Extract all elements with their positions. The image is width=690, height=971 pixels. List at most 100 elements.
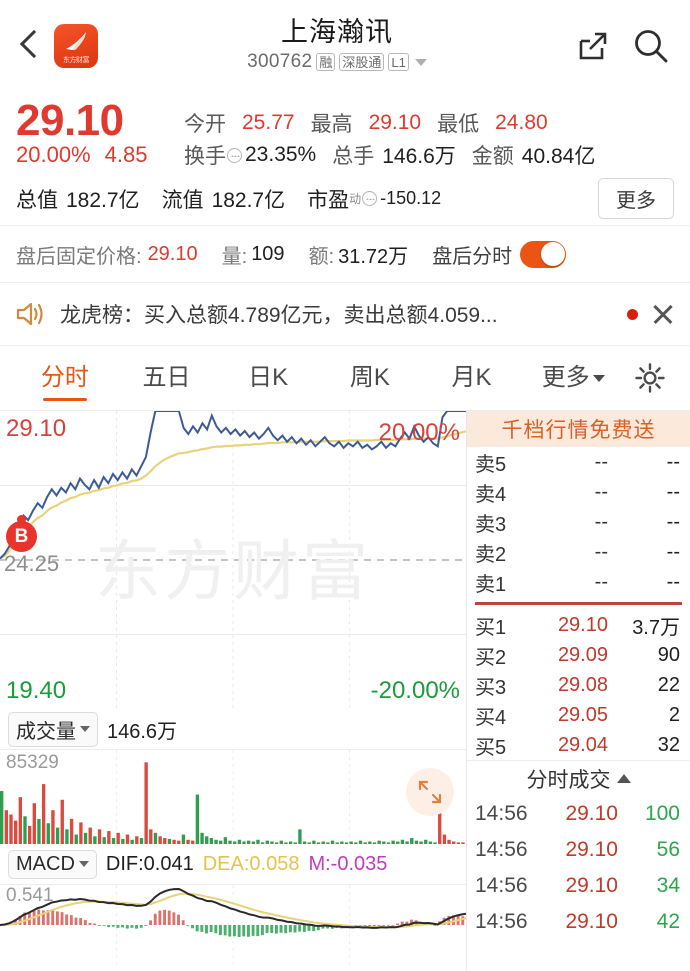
news-text: 龙虎榜：买入总额4.789亿元，卖出总额4.059... — [60, 304, 498, 327]
orderbook-price: 29.10 — [557, 613, 608, 636]
deal-row[interactable]: 14:56 29.10 100 — [467, 796, 690, 832]
tab-dayk[interactable]: 日K — [248, 364, 289, 391]
volume-chip-label: 成交量 — [16, 720, 76, 743]
macd-dif: DIF:0.041 — [105, 852, 194, 875]
orderbook-row[interactable]: 买5 29.04 32 — [467, 730, 690, 760]
intraday-chart[interactable]: 东方财富 29.10 20.00% 24.25 19.40 -20.00% B — [0, 411, 466, 709]
chart-and-orderbook: 东方财富 29.10 20.00% 24.25 19.40 -20.00% B … — [0, 410, 690, 971]
stock-code: 300762 — [247, 51, 313, 72]
more-button[interactable]: 更多 — [598, 178, 674, 219]
orderbook-separator — [475, 602, 682, 605]
chart-tabs: 分时 五日 日K 周K 月K 更多 — [0, 346, 690, 410]
deal-row[interactable]: 14:56 29.10 56 — [467, 832, 690, 868]
orderbook-level: 买2 — [475, 646, 507, 669]
news-banner[interactable]: 龙虎榜：买入总额4.789亿元，卖出总额4.059... — [0, 283, 690, 345]
tab-weekk[interactable]: 周K — [349, 364, 390, 391]
orderbook-level: 买1 — [475, 616, 507, 639]
change-block: 20.00% 4.85 — [16, 142, 184, 168]
volume-indicator-chip[interactable]: 成交量 — [8, 711, 98, 747]
orderbook-level: 卖2 — [475, 543, 507, 566]
deal-volume: 42 — [656, 910, 680, 933]
volume-chart[interactable]: 85329 — [0, 749, 466, 844]
orderbook-row[interactable]: 卖2 -- -- — [467, 537, 690, 567]
buy-marker-badge[interactable]: B — [6, 515, 37, 552]
promo-banner[interactable]: 千档行情免费送 — [467, 411, 690, 447]
low-value: 24.80 — [495, 111, 548, 134]
pe-value: -150.12 — [380, 188, 442, 208]
change-percent: 20.00% — [16, 142, 91, 167]
code-row[interactable]: 300762 融 深股通 L1 — [98, 51, 576, 73]
tab-monthk[interactable]: 月K — [451, 364, 492, 391]
post-amt-label: 额: — [308, 245, 335, 268]
orderbook-price: 29.04 — [557, 733, 608, 756]
orderbook-level: 买5 — [475, 736, 507, 759]
tab-5day[interactable]: 五日 — [142, 364, 191, 391]
orderbook-row[interactable]: 买4 29.05 2 — [467, 700, 690, 730]
gear-icon — [635, 363, 665, 393]
post-vol-label: 量: — [221, 245, 248, 268]
orderbook-level: 卖4 — [475, 483, 507, 506]
quote-panel: 29.10 今开 25.77 最高 29.10 最低 24.80 20.00% … — [0, 92, 690, 225]
orderbook-level: 买3 — [475, 676, 507, 699]
deal-time: 14:56 — [475, 910, 528, 933]
orderbook-row[interactable]: 买2 29.09 90 — [467, 640, 690, 670]
deal-time: 14:56 — [475, 874, 528, 897]
share-icon[interactable] — [576, 29, 610, 63]
orderbook-volume: 90 — [657, 643, 680, 666]
tab-more[interactable]: 更多 — [522, 346, 624, 410]
orderbook-level: 卖5 — [475, 453, 507, 476]
volume-grid — [116, 750, 350, 844]
orderbook-price: -- — [594, 450, 608, 473]
orderbook-row[interactable]: 卖4 -- -- — [467, 477, 690, 507]
orderbook-volume: 22 — [657, 673, 680, 696]
tag-connect: 深股通 — [339, 53, 385, 71]
deals-header[interactable]: 分时成交 — [467, 760, 690, 796]
tab-fenshi[interactable]: 分时 — [14, 346, 116, 410]
deal-price: 29.10 — [565, 874, 618, 897]
divider-2 — [0, 282, 690, 283]
turnover-value: 23.35% — [245, 143, 317, 166]
orderbook-price: 29.08 — [557, 673, 608, 696]
amount-value: 40.84亿 — [521, 145, 596, 168]
orderbook-row[interactable]: 卖3 -- -- — [467, 507, 690, 537]
open-value: 25.77 — [242, 111, 295, 134]
pe-info-icon[interactable] — [362, 191, 378, 206]
orderbook-price: -- — [594, 510, 608, 533]
orderbook-row[interactable]: 卖1 -- -- — [467, 567, 690, 597]
deal-volume: 34 — [656, 874, 680, 897]
tab-more-label: 更多 — [541, 364, 590, 391]
orderbook-price: 29.05 — [557, 703, 608, 726]
deal-row[interactable]: 14:56 29.10 42 — [467, 904, 690, 940]
macd-chart[interactable]: 0.541 — [0, 884, 466, 971]
orderbook-level: 卖1 — [475, 573, 507, 596]
close-icon[interactable] — [650, 301, 676, 327]
info-icon[interactable] — [227, 147, 242, 163]
orderbook-volume: -- — [666, 540, 680, 563]
deal-row[interactable]: 14:56 29.10 34 — [467, 868, 690, 904]
chevron-down-icon[interactable] — [414, 58, 427, 66]
pe-sup: 动 — [349, 192, 362, 206]
macd-indicator-chip[interactable]: MACD — [8, 849, 97, 879]
post-market-toggle[interactable] — [520, 240, 567, 268]
high-value: 29.10 — [368, 111, 422, 134]
orderbook-row[interactable]: 卖5 -- -- — [467, 447, 690, 477]
floatcap-label: 流值 — [161, 188, 204, 212]
dif-line — [0, 887, 466, 929]
chart-settings-button[interactable] — [624, 361, 676, 395]
orderbook-volume: -- — [666, 570, 680, 593]
expand-chart-button[interactable] — [406, 768, 454, 816]
change-amount: 4.85 — [104, 142, 148, 167]
app-header: 东方财富 上海瀚讯 300762 融 深股通 L1 — [0, 0, 690, 92]
pe-label: 市盈 — [307, 188, 350, 212]
orderbook-row[interactable]: 买1 29.10 3.7万 — [467, 610, 690, 640]
orderbook-row[interactable]: 买3 29.08 22 — [467, 670, 690, 700]
volume-max-label: 85329 — [6, 752, 59, 773]
search-icon[interactable] — [632, 27, 670, 65]
expand-icon — [418, 780, 442, 804]
deal-volume: 100 — [644, 802, 680, 825]
macd-dea: DEA:0.058 — [202, 852, 300, 875]
post-vol-value: 109 — [251, 242, 285, 265]
post-price-value: 29.10 — [147, 242, 198, 265]
back-button[interactable] — [18, 23, 48, 69]
